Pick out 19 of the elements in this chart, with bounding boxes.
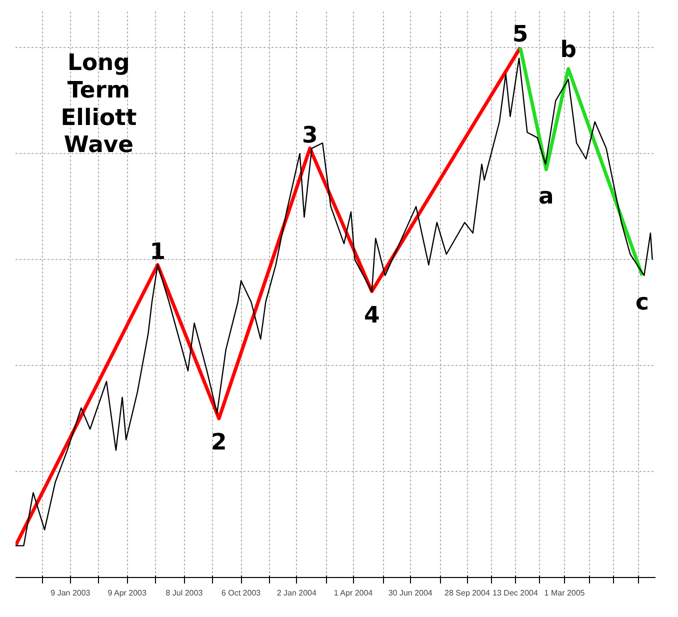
annotation: 3 xyxy=(302,122,318,148)
x-tick-label: 9 Apr 2003 xyxy=(108,588,148,598)
x-tick-label: 1 Apr 2004 xyxy=(334,588,374,598)
x-tick-label: 8 Jul 2003 xyxy=(166,588,204,598)
annotation: 1 xyxy=(150,238,166,265)
x-tick-label: 13 Dec 2004 xyxy=(492,588,538,598)
annotation: c xyxy=(636,289,649,316)
annotation: 4 xyxy=(364,302,380,328)
x-tick-label: 2 Jan 2004 xyxy=(276,588,317,598)
x-tick-label: 28 Sep 2004 xyxy=(444,588,490,598)
x-tick-label: 9 Jan 2003 xyxy=(50,588,91,598)
annotation: a xyxy=(538,183,554,210)
x-tick-label: 1 Mar 2005 xyxy=(544,588,586,598)
x-tick-label: 6 Oct 2003 xyxy=(221,588,262,598)
x-tick-label: 30 Jun 2004 xyxy=(388,588,433,598)
annotation: 5 xyxy=(512,22,528,48)
text: Long Term Elliott Wave xyxy=(60,50,137,158)
annotation: b xyxy=(560,36,576,63)
annotation: 2 xyxy=(211,430,227,456)
